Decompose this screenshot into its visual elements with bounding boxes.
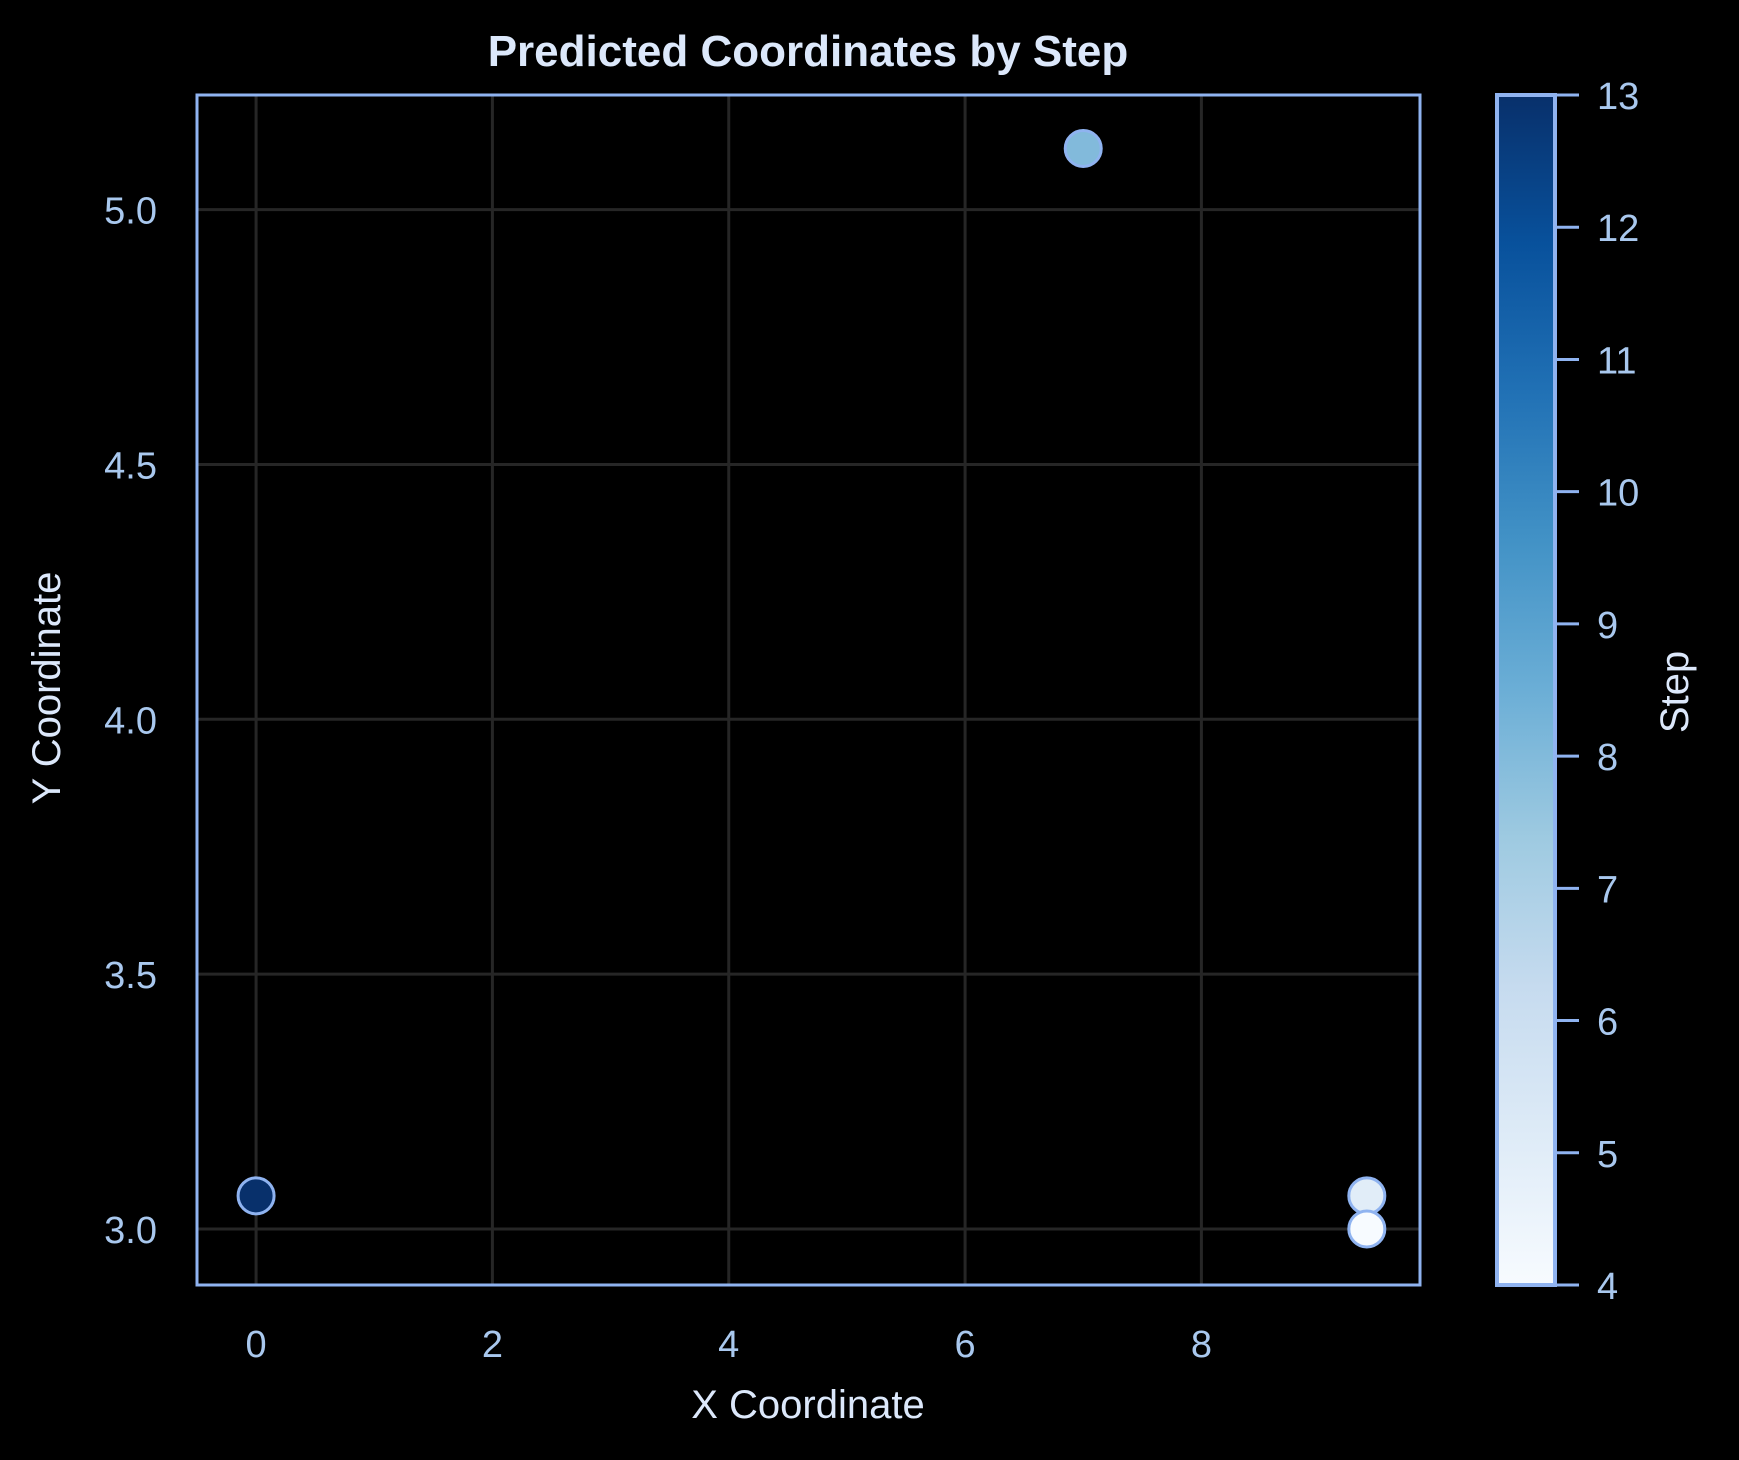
colorbar-tick-label: 9 [1597, 605, 1618, 647]
x-tick-label: 0 [246, 1324, 267, 1366]
x-tick-label: 4 [718, 1324, 739, 1366]
data-point [236, 1176, 276, 1216]
colorbar-tick-label: 11 [1597, 340, 1636, 382]
colorbar-tick-label: 12 [1597, 208, 1639, 250]
grid [197, 95, 1420, 1285]
x-axis-label: X Coordinate [691, 1383, 924, 1427]
colorbar-tick-label: 4 [1597, 1266, 1618, 1308]
y-tick-label: 5.0 [104, 191, 157, 233]
x-tick-label: 2 [482, 1324, 503, 1366]
colorbar-label: Step [1653, 651, 1697, 733]
data-points [236, 129, 1387, 1249]
y-tick-label: 3.0 [104, 1210, 157, 1252]
y-axis-label: Y Coordinate [25, 572, 69, 805]
colorbar-tick-label: 6 [1597, 1002, 1618, 1044]
data-point [1063, 129, 1103, 169]
x-tick-label: 8 [1191, 1324, 1212, 1366]
chart-title: Predicted Coordinates by Step [488, 27, 1129, 76]
data-point [1347, 1209, 1387, 1249]
plot-frame [195, 93, 1422, 1287]
colorbar-tick-label: 8 [1597, 737, 1618, 779]
colorbar-tick-label: 10 [1597, 473, 1639, 515]
colorbar-tick-label: 13 [1597, 76, 1639, 118]
y-tick-label: 4.5 [104, 445, 157, 487]
y-tick-label: 3.5 [104, 955, 157, 997]
colorbar-tick-label: 5 [1597, 1134, 1618, 1176]
colorbar-ticks: 4 5 6 7 8 9 10 11 12 13 [1555, 76, 1639, 1308]
y-tick-label: 4.0 [104, 700, 157, 742]
x-tick-label: 6 [954, 1324, 975, 1366]
y-axis-ticks: 3.0 3.5 4.0 4.5 5.0 [104, 191, 157, 1252]
data-point [1347, 1176, 1387, 1216]
colorbar-tick-label: 7 [1597, 869, 1618, 911]
colorbar [1495, 93, 1557, 1287]
x-axis-ticks: 0 2 4 6 8 [246, 1324, 1212, 1366]
